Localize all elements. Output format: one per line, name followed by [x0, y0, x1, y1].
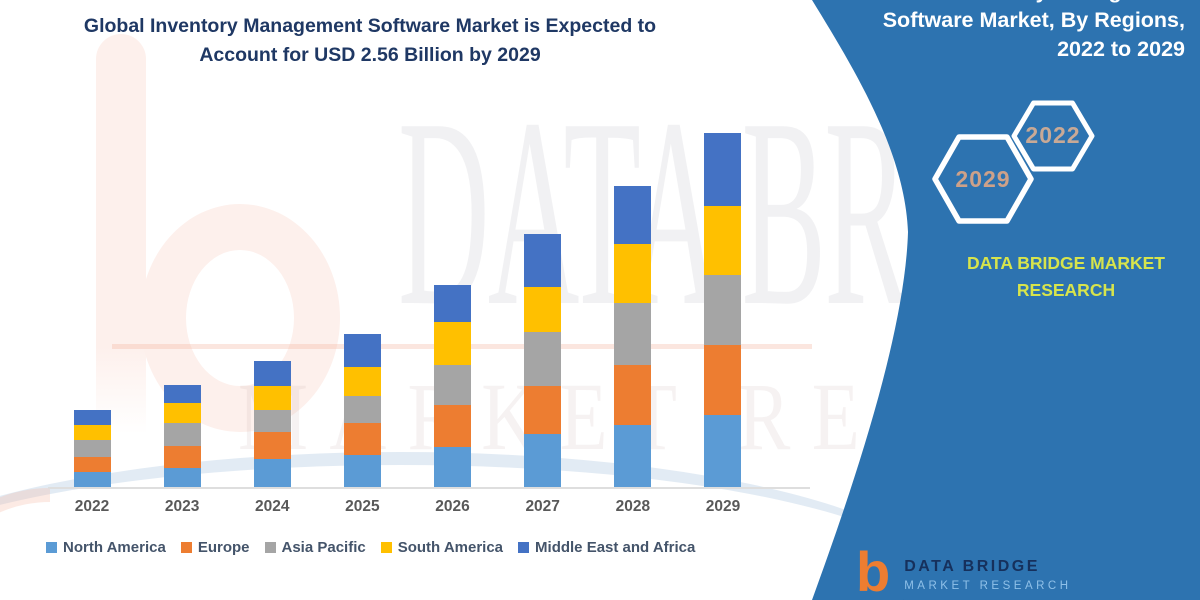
bar-segment-europe-2028: [614, 365, 652, 425]
bar-segment-middle-east-and-africa-2023: [163, 384, 201, 403]
x-axis-label-2029: 2029: [705, 498, 741, 515]
x-axis-label-2027: 2027: [525, 498, 560, 515]
brand-name: DATA BRIDGE MARKET RESEARCH: [940, 250, 1192, 304]
bar-segment-south-america-2023: [163, 402, 201, 424]
bar-2024: [253, 361, 291, 487]
chart-title-line1: Global Inventory Management Software Mar…: [83, 15, 657, 37]
logo-b-glyph: b: [856, 540, 891, 600]
legend-item-asia-pacific: Asia Pacific: [264, 539, 366, 556]
bar-segment-middle-east-and-africa-2028: [614, 185, 652, 244]
bar-segment-asia-pacific-2027: [524, 332, 562, 387]
legend-swatch: [518, 542, 530, 553]
legend-item-middle-east-and-africa: Middle East and Africa: [518, 539, 695, 556]
bar-segment-asia-pacific-2029: [704, 275, 742, 345]
logo-tagline: MARKET RESEARCH: [904, 580, 1072, 592]
x-axis-line: [48, 487, 810, 489]
bar-segment-north-america-2025: [343, 455, 381, 487]
legend-label: Middle East and Africa: [535, 539, 696, 556]
x-axis-label-2022: 2022: [74, 498, 110, 515]
bar-segment-south-america-2028: [614, 243, 652, 304]
hexagon-2022-label: 2022: [1025, 122, 1080, 148]
bar-segment-north-america-2023: [163, 467, 201, 487]
panel-heading: Global Inventory Management Software Mar…: [878, 0, 1185, 64]
bar-segment-middle-east-and-africa-2024: [253, 361, 291, 387]
bar-segment-europe-2027: [524, 386, 562, 435]
bar-segment-middle-east-and-africa-2025: [343, 333, 381, 367]
bar-segment-south-america-2022: [73, 424, 111, 441]
bar-segment-asia-pacific-2026: [434, 365, 472, 406]
bar-segment-north-america-2022: [73, 471, 111, 487]
chart-legend: North America Europe Asia Pacific South Ame…: [46, 539, 695, 556]
bar-segment-south-america-2026: [434, 322, 472, 366]
hexagon-2029: [935, 137, 1031, 221]
footer-logo: b DATA BRIDGE MARKET RESEARCH: [856, 548, 1072, 596]
bar-segment-europe-2023: [163, 445, 201, 468]
bar-segment-north-america-2028: [614, 424, 652, 487]
legend-item-europe: Europe: [180, 539, 250, 556]
legend-label: Europe: [197, 539, 250, 556]
watermark-logo-bar: [96, 34, 146, 434]
brand-line1: DATA BRIDGE MARKET: [967, 253, 1165, 273]
bar-segment-south-america-2024: [253, 386, 291, 410]
hexagon-2022: [1014, 103, 1092, 169]
legend-item-north-america: North America: [46, 539, 166, 556]
legend-swatch: [180, 542, 192, 553]
bar-chart: 2022 2023 2024 2025 2026 2027 2028 2029: [48, 132, 810, 515]
bar-segment-europe-2026: [434, 405, 472, 447]
bar-2022: [73, 409, 111, 487]
bar-segment-north-america-2024: [253, 459, 291, 487]
bar-segment-europe-2022: [73, 456, 111, 472]
bar-segment-asia-pacific-2025: [343, 395, 381, 424]
bar-segment-middle-east-and-africa-2026: [434, 285, 472, 323]
bar-segment-asia-pacific-2028: [614, 303, 652, 366]
legend-label: Asia Pacific: [281, 539, 366, 556]
bar-segment-europe-2025: [343, 423, 381, 456]
x-axis-label-2025: 2025: [345, 498, 380, 515]
x-axis-label-2024: 2024: [255, 498, 290, 515]
bar-2028: [614, 185, 652, 487]
x-axis-label-2026: 2026: [435, 498, 470, 515]
bar-segment-middle-east-and-africa-2027: [524, 233, 562, 287]
hexagon-2029-label: 2029: [955, 166, 1010, 192]
bar-2023: [163, 384, 201, 487]
bar-segment-asia-pacific-2023: [163, 423, 201, 446]
chart-title: Global Inventory Management Software Mar…: [30, 12, 710, 70]
bar-segment-middle-east-and-africa-2029: [704, 132, 742, 207]
bar-2026: [434, 285, 472, 487]
legend-swatch: [46, 542, 57, 553]
bar-segment-asia-pacific-2022: [73, 440, 111, 457]
bar-2029: [704, 132, 742, 487]
bar-segment-south-america-2025: [343, 366, 381, 396]
panel-heading-line-clipped: Global Inventory Management: [878, 0, 1185, 6]
legend-label: South America: [397, 539, 504, 556]
bar-segment-europe-2024: [253, 431, 291, 460]
bar-2027: [524, 233, 562, 487]
legend-swatch: [264, 542, 276, 553]
bar-segment-north-america-2027: [524, 434, 562, 487]
panel-heading-line1: Software Market, By Regions,: [882, 8, 1185, 32]
bar-segment-north-america-2026: [434, 446, 472, 487]
bar-segment-south-america-2029: [704, 206, 742, 276]
bar-segment-south-america-2027: [524, 286, 562, 333]
legend-swatch: [380, 542, 392, 553]
legend-item-south-america: South America: [380, 539, 504, 556]
bar-2025: [343, 333, 381, 487]
x-axis-label-2023: 2023: [164, 498, 200, 515]
hexagon-graphic: 2022 2029: [800, 0, 1200, 600]
panel-heading-line2: 2022 to 2029: [1057, 37, 1185, 61]
x-axis-label-2028: 2028: [615, 498, 651, 515]
bar-segment-europe-2029: [704, 344, 742, 416]
brand-line2: RESEARCH: [1016, 280, 1116, 300]
logo-wordmark: DATA BRIDGE: [904, 558, 1040, 575]
bar-segment-middle-east-and-africa-2022: [73, 409, 111, 425]
legend-label: North America: [63, 539, 166, 556]
bar-segment-north-america-2029: [704, 415, 742, 487]
bar-segment-asia-pacific-2024: [253, 409, 291, 432]
chart-title-line2: Account for USD 2.56 Billion by 2029: [199, 44, 541, 66]
